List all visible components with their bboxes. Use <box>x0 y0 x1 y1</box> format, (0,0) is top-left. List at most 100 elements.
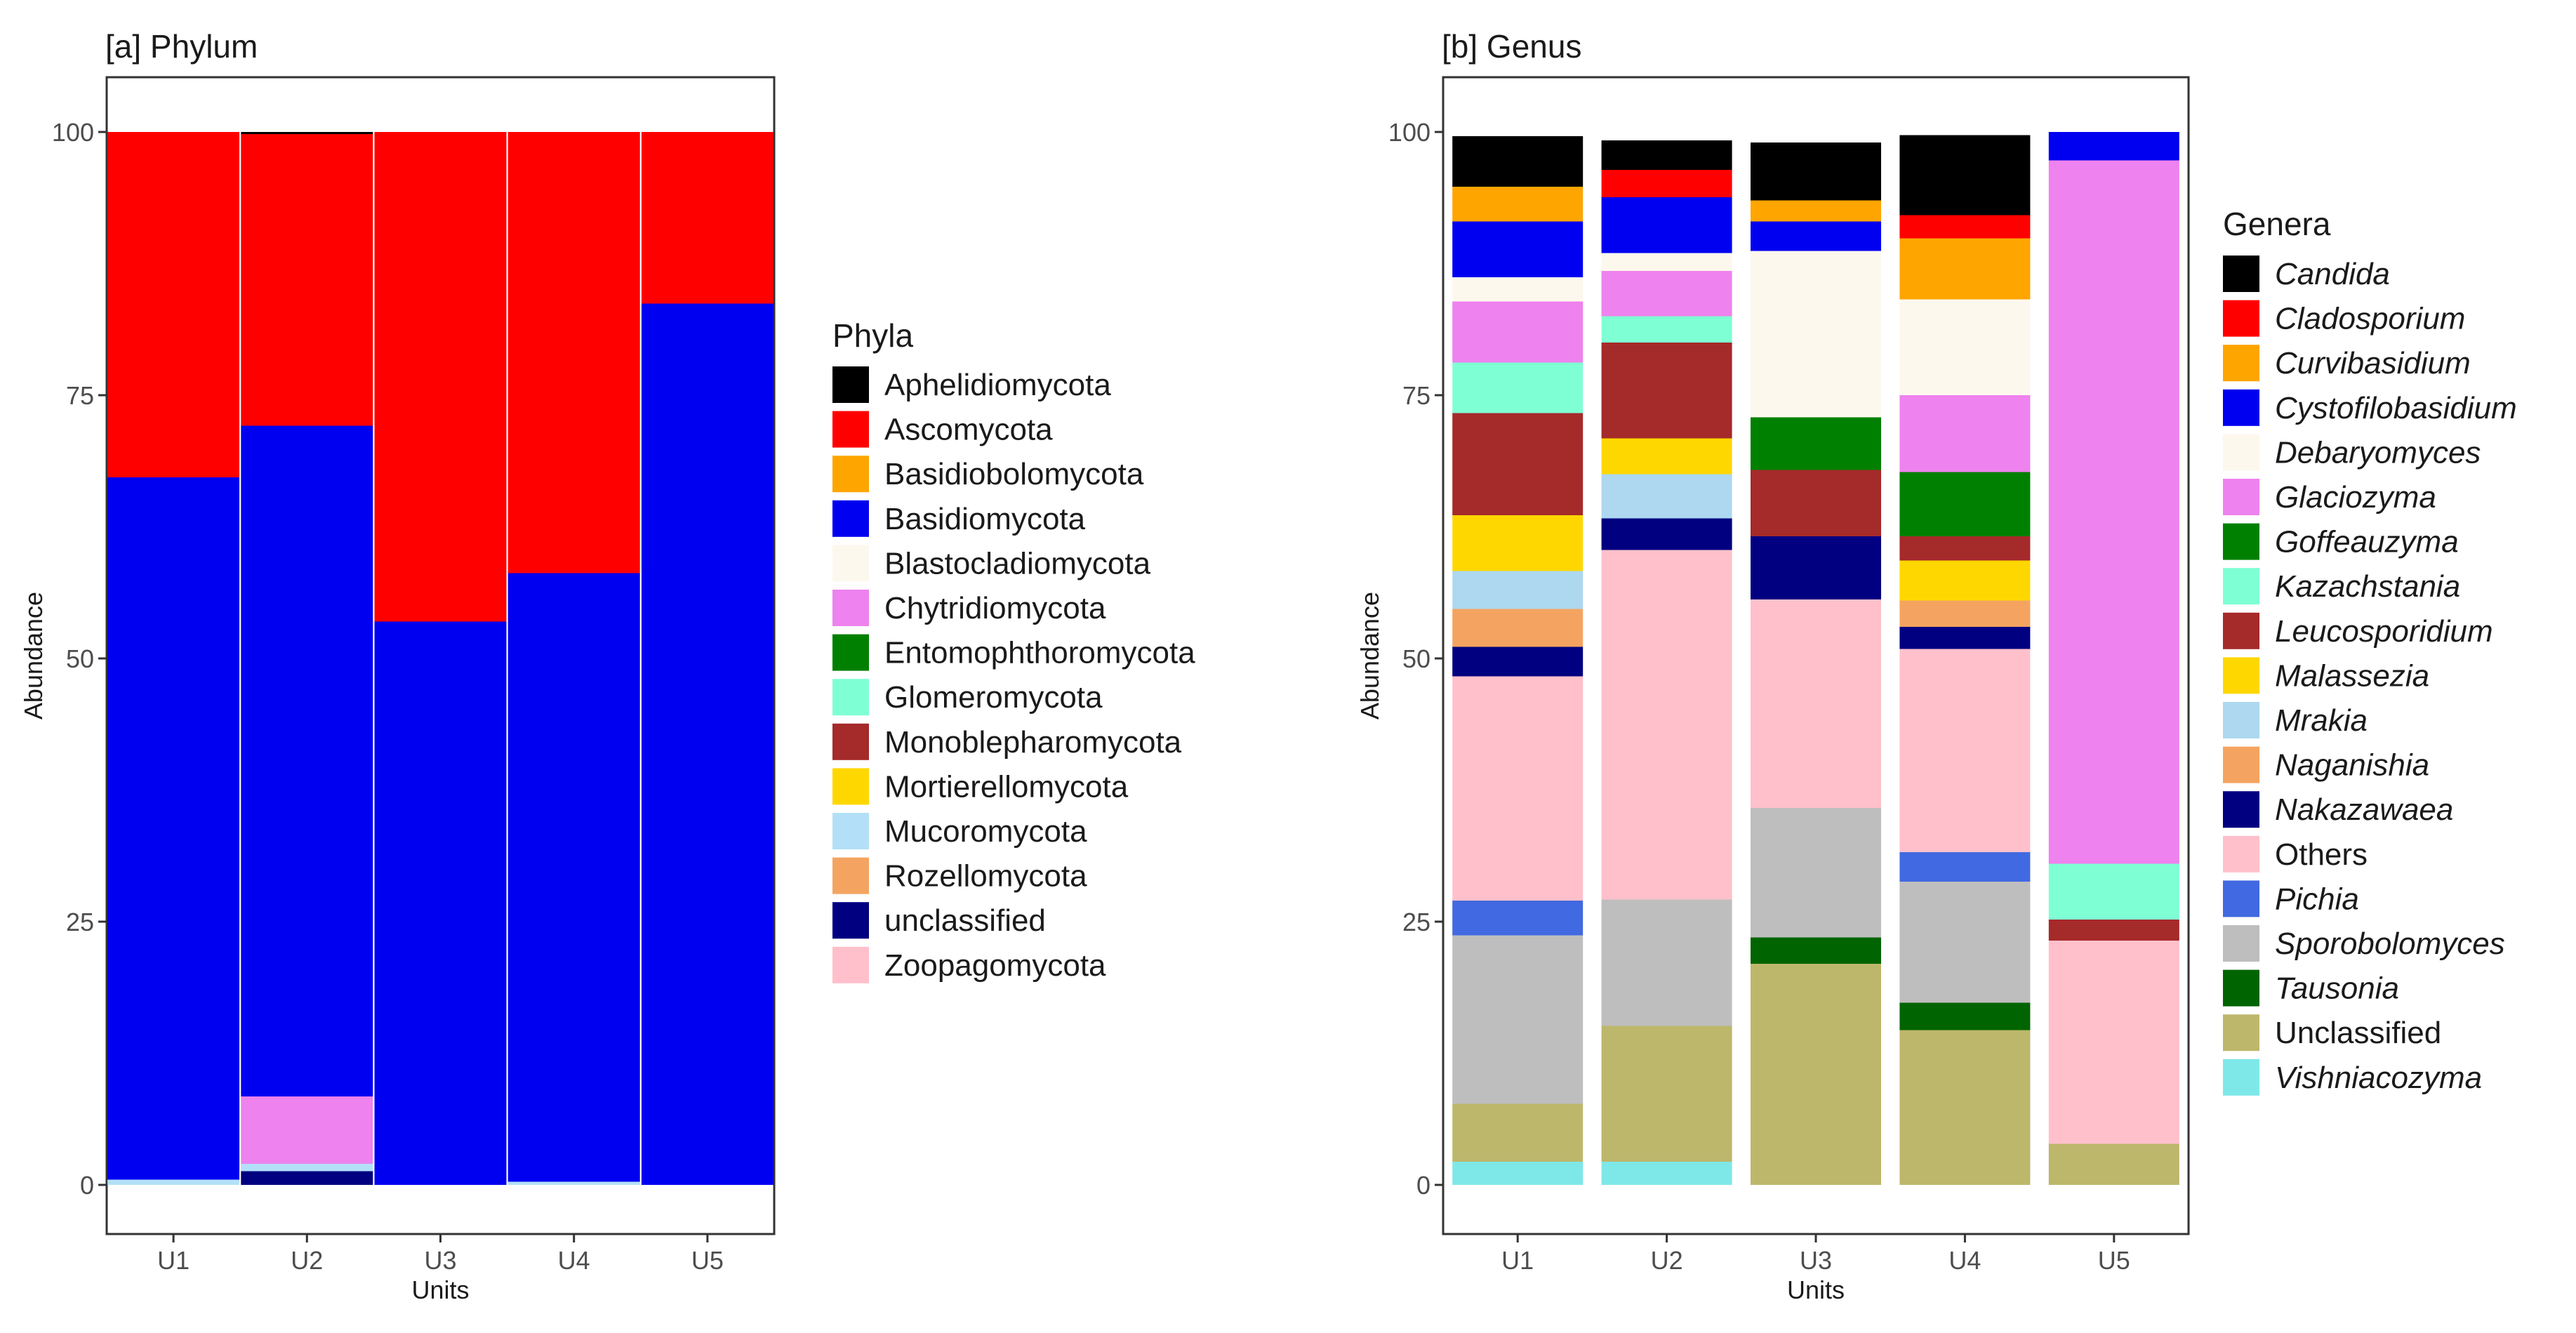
bar-segment-u4-goffeauzyma <box>1899 472 2031 536</box>
legend-swatch-sporobolomyces <box>2223 925 2259 962</box>
y-tick-label: 0 <box>80 1171 94 1200</box>
genus-chart: [b] Genus 0 25 50 75 100 Abundance U1 U2 U3 U4 U5 Un… <box>1355 28 2517 1304</box>
bar-segment-u1-others <box>1452 676 1584 901</box>
legend-title: Phyla <box>832 317 913 354</box>
bar-segment-u4-glaciozyma <box>1899 395 2031 472</box>
legend-swatch-kazachstania <box>2223 568 2259 605</box>
y-tick-label: 0 <box>1416 1171 1430 1200</box>
bar-segment-u1-curvibasidium <box>1452 187 1584 222</box>
legend-swatch-candida <box>2223 256 2259 292</box>
bar-segment-u2-nakazawaea <box>1601 518 1732 550</box>
bar-segment-u1-vishniacozyma <box>1452 1162 1584 1185</box>
y-tick-label: 100 <box>1388 118 1430 147</box>
chart-title: [b] Genus <box>1442 28 1581 65</box>
bar-segment-u5-others <box>2048 941 2179 1144</box>
legend-label-aphelidiomycota: Aphelidiomycota <box>884 368 1111 402</box>
x-tick-label: U5 <box>691 1246 724 1275</box>
bar-segment-u1-mucoromycota <box>107 1179 240 1185</box>
y-tick-label: 75 <box>66 381 94 410</box>
bar-segment-u4-tausonia <box>1899 1002 2031 1030</box>
y-axis-title: Abundance <box>1355 592 1384 719</box>
bar-segment-u1-malassezia <box>1452 515 1584 571</box>
x-tick-label: U2 <box>1651 1246 1683 1275</box>
legend-label-unclassified: unclassified <box>884 903 1046 938</box>
bar-segment-u2-others <box>1601 550 1732 900</box>
y-tick-label: 25 <box>66 908 94 936</box>
bar-segment-u1-debaryomyces <box>1452 277 1584 302</box>
legend-swatch-vishniacozyma <box>2223 1059 2259 1096</box>
bar-segment-u2-unclassified <box>1601 1026 1732 1162</box>
bar-segment-u4-candida <box>1899 135 2031 215</box>
bar-segment-u1-unclassified <box>1452 1103 1584 1162</box>
legend-swatch-unclassified <box>2223 1014 2259 1052</box>
legend-label-debaryomyces: Debaryomyces <box>2275 435 2481 470</box>
legend-swatch-others <box>2223 835 2259 873</box>
bar-segment-u1-sporobolomyces <box>1452 935 1584 1104</box>
bar-segment-u1-basidiomycota <box>107 477 240 1180</box>
legend-swatch-debaryomyces <box>2223 434 2259 471</box>
bar-segment-u4-pichia <box>1899 852 2031 882</box>
bar-segment-u2-cystofilobasidium <box>1601 197 1732 253</box>
legend-swatch-glaciozyma <box>2223 479 2259 515</box>
bar-segment-u5-leucosporidium <box>2048 920 2179 941</box>
x-axis-title: Units <box>1787 1275 1845 1304</box>
bar-segment-u1-mrakia <box>1452 571 1584 609</box>
bar-segment-u1-candida <box>1452 136 1584 187</box>
legend-swatch-aphelidiomycota <box>832 366 869 403</box>
bar-segment-u4-leucosporidium <box>1899 536 2031 561</box>
legend-label-blastocladiomycota: Blastocladiomycota <box>884 546 1151 581</box>
bar-segment-u3-unclassified <box>1751 964 1881 1185</box>
bar-segment-u4-unclassified <box>1899 1030 2031 1185</box>
bar-segment-u2-aphelidiomycota <box>241 132 373 134</box>
legend-swatch-tausonia <box>2223 969 2259 1007</box>
legend-label-others: Others <box>2275 837 2368 872</box>
legend-swatch-rozellomycota <box>832 857 869 894</box>
legend-label-basidiobolomycota: Basidiobolomycota <box>884 457 1144 491</box>
legend-swatch-leucosporidium <box>2223 612 2259 649</box>
bar-segment-u2-glaciozyma <box>1601 271 1732 317</box>
legend-swatch-goffeauzyma <box>2223 523 2259 560</box>
legend-label-candida: Candida <box>2275 257 2390 291</box>
bar-segment-u2-sporobolomyces <box>1601 899 1732 1026</box>
legend-label-cystofilobasidium: Cystofilobasidium <box>2275 391 2517 425</box>
bar-segment-u2-mrakia <box>1601 474 1732 519</box>
bar-segment-u1-glaciozyma <box>1452 301 1584 363</box>
bar-segment-u4-basidiomycota <box>507 573 640 1182</box>
legend-swatch-malassezia <box>2223 657 2259 694</box>
legend-label-tausonia: Tausonia <box>2275 971 2399 1006</box>
y-tick-label: 50 <box>1402 644 1430 673</box>
bar-segment-u1-naganishia <box>1452 609 1584 647</box>
bar-segment-u2-vishniacozyma <box>1601 1162 1732 1185</box>
legend-label-basidiomycota: Basidiomycota <box>884 502 1086 536</box>
bar-segment-u1-ascomycota <box>107 132 240 477</box>
x-tick-label: U1 <box>1501 1246 1534 1275</box>
bar-segment-u4-naganishia <box>1899 600 2031 627</box>
legend-label-glaciozyma: Glaciozyma <box>2275 480 2436 515</box>
legend-label-mrakia: Mrakia <box>2275 703 2368 738</box>
legend-label-cladosporium: Cladosporium <box>2275 302 2465 336</box>
bar-segment-u1-pichia <box>1452 901 1584 936</box>
legend-label-zoopagomycota: Zoopagomycota <box>884 948 1106 983</box>
bar-segment-u3-candida <box>1751 142 1881 201</box>
legend-swatch-basidiomycota <box>832 500 869 537</box>
legend-label-malassezia: Malassezia <box>2275 658 2429 693</box>
y-tick-label: 100 <box>52 118 94 147</box>
legend-swatch-pichia <box>2223 880 2259 917</box>
bar-segment-u4-curvibasidium <box>1899 238 2031 300</box>
bar-segment-u4-ascomycota <box>507 132 640 573</box>
legend-label-monoblepharomycota: Monoblepharomycota <box>884 725 1182 760</box>
bar-segment-u4-mucoromycota <box>507 1181 640 1185</box>
legend-label-kazachstania: Kazachstania <box>2275 569 2460 604</box>
legend-swatch-unclassified <box>832 902 869 939</box>
bar-segment-u1-kazachstania <box>1452 362 1584 413</box>
bar-segment-u2-unclassified <box>241 1171 373 1185</box>
legend-label-mortierellomycota: Mortierellomycota <box>884 769 1129 804</box>
legend-label-glomeromycota: Glomeromycota <box>884 680 1103 715</box>
legend-swatch-zoopagomycota <box>832 946 869 983</box>
x-tick-label: U3 <box>424 1246 456 1275</box>
y-axis-title: Abundance <box>19 592 48 719</box>
bar-segment-u2-chytridiomycota <box>241 1096 373 1164</box>
legend-swatch-mortierellomycota <box>832 768 869 805</box>
legend-swatch-mucoromycota <box>832 813 869 849</box>
legend-swatch-chytridiomycota <box>832 590 869 626</box>
